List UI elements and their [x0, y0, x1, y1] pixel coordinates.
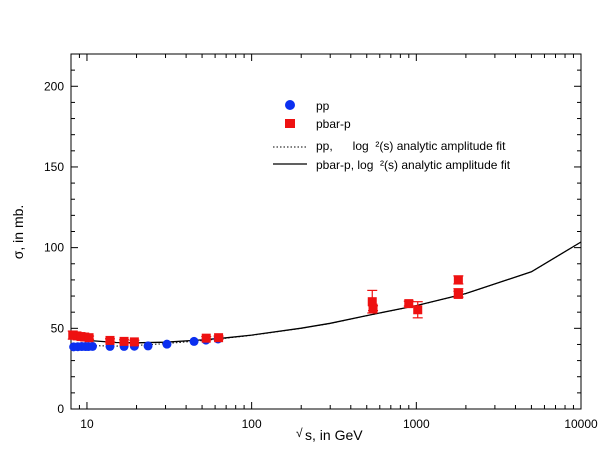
y-tick-label: 200	[44, 79, 64, 93]
x-tick-label: 10000	[564, 417, 598, 431]
legend-pbar-marker	[285, 119, 295, 128]
legend: pp pbar-p pp, log ²(s) analytic amplitud…	[273, 99, 511, 172]
axis-ticks	[70, 53, 581, 410]
y-tick-label: 100	[44, 241, 64, 255]
y-tick-label: 0	[57, 402, 64, 416]
y-tick-label: 150	[44, 160, 64, 174]
y-axis-label: σ, in mb.	[10, 205, 26, 260]
pbar-p-data-point	[368, 303, 378, 313]
pbar-p-data-point	[201, 333, 211, 343]
legend-pp-fit-label: pp, log ²(s) analytic amplitude fit	[316, 139, 506, 153]
pbar-p-data-point	[129, 337, 139, 347]
legend-pp-label: pp	[316, 99, 330, 113]
pp-data-point	[87, 341, 97, 351]
y-tick-label: 50	[51, 321, 65, 335]
pbar-p-data-point	[367, 297, 377, 307]
pbar-p-data-point	[453, 275, 463, 285]
x-axis-label: s, in GeV	[305, 427, 363, 443]
pbar-p-data-point	[84, 333, 94, 343]
x-tick-label: 10	[80, 417, 94, 431]
pp-fit-curve	[70, 241, 582, 347]
pp-data-point	[189, 336, 199, 346]
pbar-p-fit-curve	[70, 241, 582, 344]
x-axis-sqrt-symbol: √	[296, 426, 303, 440]
x-tick-labels: 10 100 1000 10000	[80, 417, 598, 431]
x-tick-label: 100	[242, 417, 262, 431]
pp-data-point	[162, 339, 172, 349]
pbar-p-data-point	[214, 333, 224, 343]
pbar-p-data-point	[413, 305, 423, 315]
fit-curves	[70, 241, 582, 347]
pp-data-point	[143, 341, 153, 351]
x-tick-label: 1000	[403, 417, 430, 431]
pbar-p-data-point	[105, 335, 115, 345]
pbar-p-data-point	[404, 299, 414, 309]
legend-pp-marker	[285, 100, 295, 110]
legend-pbar-fit-label: pbar-p, log ²(s) analytic amplitude fit	[316, 158, 511, 172]
y-tick-labels: 0 50 100 150 200	[44, 79, 64, 416]
legend-pbar-label: pbar-p	[316, 117, 351, 131]
pbar-p-data-point	[119, 336, 129, 346]
pbar-p-data-point	[453, 289, 463, 299]
data-points	[68, 275, 463, 352]
